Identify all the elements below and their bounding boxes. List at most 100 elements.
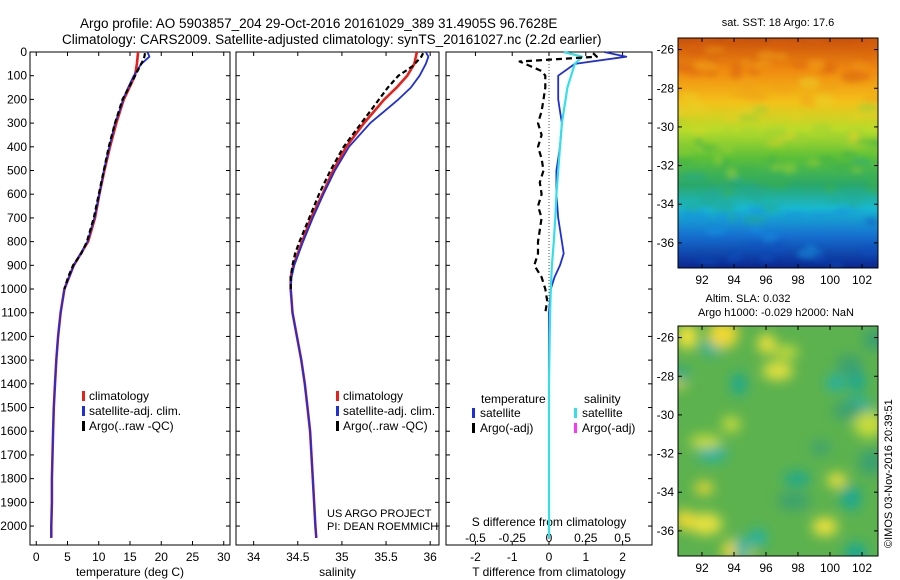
sal-frame	[235, 51, 440, 546]
sla-ytick-label: -36	[657, 524, 675, 538]
sst-ytick-label: -34	[657, 197, 675, 211]
sst-texture	[798, 77, 820, 89]
sla-texture	[862, 329, 878, 350]
sst-texture	[743, 89, 768, 102]
sst-texture	[827, 262, 844, 268]
sst-texture	[809, 213, 830, 219]
sla-texture	[774, 345, 799, 359]
credit-pi: PI: DEAN ROEMMICH	[327, 521, 438, 533]
sla-xtick-label: 92	[695, 561, 709, 575]
sst-texture	[678, 118, 688, 124]
sal-legend-swatch	[336, 421, 339, 431]
temp-frame	[29, 51, 231, 546]
sst-texture	[750, 225, 765, 233]
sst-texture	[781, 163, 797, 174]
diff-legend-label: satellite	[480, 406, 521, 420]
sla-texture	[696, 445, 728, 462]
sal-xtick-label: 35.5	[374, 550, 398, 564]
sst-texture	[678, 150, 693, 155]
ytick-label: 1400	[0, 377, 27, 391]
sst-texture	[829, 162, 853, 173]
sst-texture	[766, 179, 791, 188]
sla-texture	[721, 416, 741, 433]
sst-texture	[853, 72, 871, 81]
temp-xlabel: temperature (deg C)	[76, 565, 184, 579]
diff-xtick-label-2: 0.5	[614, 531, 631, 545]
sst-xtick-label: 100	[820, 273, 840, 287]
sst-xtick-label: 94	[727, 273, 741, 287]
sst-texture	[863, 95, 878, 102]
sst-texture	[861, 246, 878, 256]
sst-texture	[828, 211, 849, 217]
ytick-label: 900	[7, 258, 27, 272]
diff-legend-label: Argo(-adj)	[582, 421, 635, 435]
ytick-label: 1900	[0, 495, 27, 509]
diff-xtick-label-2: -0.25	[499, 531, 527, 545]
sst-texture	[704, 227, 725, 236]
sla-xtick-label: 98	[791, 561, 805, 575]
sst-texture	[791, 113, 801, 122]
diff-legend-swatch	[472, 408, 475, 418]
sst-texture	[797, 248, 817, 260]
temp-xtick-label: 30	[217, 550, 231, 564]
diff-legend-title-s: salinity	[584, 392, 621, 406]
sst-texture	[847, 200, 862, 208]
sst-texture	[752, 105, 769, 114]
diff-xtick-label: 2	[619, 550, 626, 564]
sla-texture	[810, 441, 831, 455]
sla-texture	[783, 471, 811, 487]
sla-texture	[853, 411, 878, 438]
sst-texture	[700, 47, 726, 52]
ytick-label: 300	[7, 116, 27, 130]
diff-legend-swatch	[574, 408, 577, 418]
sst-texture	[681, 210, 694, 219]
ytick-label: 500	[7, 164, 27, 178]
sst-ytick-label: -30	[657, 120, 675, 134]
diff-xtick-label: 0	[546, 550, 553, 564]
salinity-panel: 34 34.5 35 35.5 36 salinity climatologysatelli…	[235, 51, 440, 579]
temp-legend-label: Argo(..raw -QC)	[89, 419, 174, 433]
sst-texture	[842, 190, 867, 198]
diff-xtick-label: -2	[470, 550, 481, 564]
sst-ytick-label: -26	[657, 43, 675, 57]
title-line-2: Climatology: CARS2009. Satellite-adjuste…	[62, 32, 602, 47]
sst-texture	[865, 218, 878, 225]
sst-texture	[841, 149, 858, 159]
sla-texture	[757, 334, 776, 354]
temp-xtick-label: 10	[92, 550, 106, 564]
sst-texture	[759, 253, 775, 262]
sst-texture	[701, 189, 725, 197]
sst-texture	[724, 38, 746, 42]
sst-texture	[743, 242, 768, 251]
sst-texture	[722, 144, 733, 154]
sst-texture	[766, 40, 788, 50]
diff-legend-swatch	[574, 423, 577, 433]
sst-texture	[769, 240, 786, 253]
sst-texture	[725, 177, 734, 184]
sst-map-title: sat. SST: 18 Argo: 17.6	[722, 17, 835, 29]
sst-texture	[739, 77, 757, 89]
sla-texture	[858, 449, 878, 475]
sst-texture	[678, 158, 694, 165]
sst-texture	[824, 134, 847, 139]
sal-legend-swatch	[336, 406, 339, 416]
sst-texture	[851, 62, 872, 68]
sst-texture	[747, 69, 760, 76]
temp-xtick-label: 15	[123, 550, 137, 564]
sst-texture	[738, 183, 760, 195]
sst-texture	[862, 38, 878, 43]
sst-texture	[807, 59, 825, 71]
sst-texture	[685, 102, 706, 114]
sal-series-argo-raw-qc-	[289, 52, 425, 289]
ytick-label: 700	[7, 211, 27, 225]
sla-texture	[730, 372, 747, 396]
sst-texture	[699, 144, 717, 151]
sla-texture	[750, 528, 767, 548]
sal-series-satellite-adj-clim-	[289, 51, 430, 538]
sla-texture	[689, 435, 722, 449]
temp-legend-label: satellite-adj. clim.	[89, 404, 181, 418]
sla-texture	[678, 368, 690, 383]
sla-texture	[827, 473, 847, 488]
diff-legend-swatch	[472, 423, 475, 433]
